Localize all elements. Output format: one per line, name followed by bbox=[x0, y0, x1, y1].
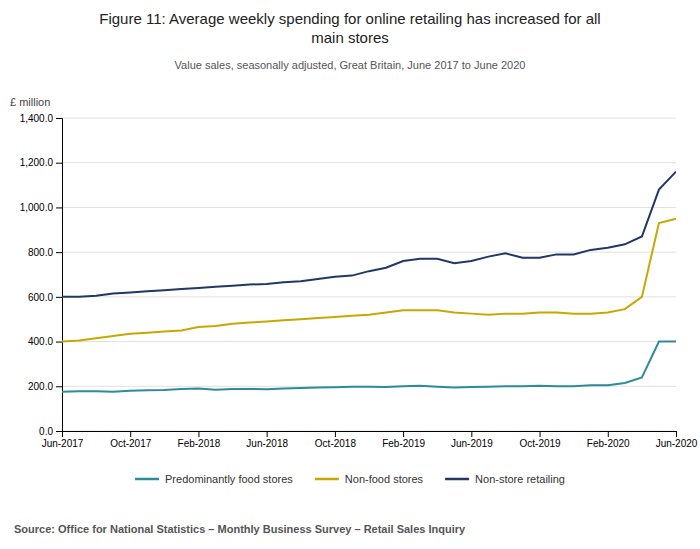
x-tick-mark bbox=[676, 431, 677, 437]
x-tick-mark bbox=[267, 431, 268, 437]
x-tick: Feb-2020 bbox=[587, 431, 630, 449]
y-tick-mark bbox=[56, 252, 62, 253]
y-tick-label: 400.0 bbox=[28, 336, 53, 347]
subtitle: Value sales, seasonally adjusted, Great … bbox=[175, 59, 526, 71]
legend-label: Non-food stores bbox=[345, 473, 424, 485]
legend-swatch bbox=[315, 478, 339, 481]
lines bbox=[62, 172, 676, 392]
x-tick-label: Feb-2019 bbox=[382, 438, 425, 449]
x-tick-mark bbox=[62, 431, 63, 437]
legend-item: Predominantly food stores bbox=[135, 473, 293, 485]
y-tick-mark bbox=[56, 163, 62, 164]
x-tick-label: Feb-2020 bbox=[587, 438, 630, 449]
x-tick-label: Jun-2018 bbox=[246, 438, 288, 449]
x-tick-mark bbox=[130, 431, 131, 437]
grid-line bbox=[62, 296, 676, 297]
y-tick-mark bbox=[56, 342, 62, 343]
series-line bbox=[62, 172, 676, 297]
x-tick-mark bbox=[198, 431, 199, 437]
y-tick-label: 200.0 bbox=[28, 381, 53, 392]
y-tick: 800.0 bbox=[28, 247, 62, 258]
grid-line bbox=[62, 118, 676, 119]
legend-label: Non-store retailing bbox=[475, 473, 565, 485]
x-tick: Jun-2020 bbox=[656, 431, 698, 449]
y-tick: 1,200.0 bbox=[20, 157, 62, 168]
x-tick: Feb-2018 bbox=[178, 431, 221, 449]
y-tick: 1,000.0 bbox=[20, 202, 62, 213]
x-tick: Oct-2017 bbox=[110, 431, 152, 449]
x-axis-line bbox=[63, 432, 677, 438]
x-tick: Jun-2017 bbox=[42, 431, 84, 449]
x-tick: Jun-2018 bbox=[246, 431, 288, 449]
x-tick-label: Oct-2019 bbox=[519, 438, 561, 449]
x-tick: Oct-2018 bbox=[315, 431, 357, 449]
y-tick-label: 800.0 bbox=[28, 247, 53, 258]
chart: Figure 11: Average weekly spending for o… bbox=[0, 0, 700, 549]
series-line bbox=[62, 342, 676, 392]
y-tick: 1,400.0 bbox=[20, 113, 62, 124]
y-tick: 200.0 bbox=[28, 381, 62, 392]
y-tick-label: 0.0 bbox=[39, 426, 53, 437]
y-tick-mark bbox=[56, 297, 62, 298]
x-tick-label: Oct-2018 bbox=[315, 438, 357, 449]
y-tick-label: 1,400.0 bbox=[20, 113, 54, 124]
x-tick-mark bbox=[608, 431, 609, 437]
x-tick-label: Feb-2018 bbox=[178, 438, 221, 449]
title: Figure 11: Average weekly spending for o… bbox=[99, 10, 600, 46]
x-tick-mark bbox=[540, 431, 541, 437]
legend-swatch bbox=[445, 478, 469, 481]
x-tick-mark bbox=[335, 431, 336, 437]
y-tick-mark bbox=[56, 118, 62, 119]
y-axis-label: £ million bbox=[10, 96, 50, 108]
y-tick-label: 600.0 bbox=[28, 292, 53, 303]
y-tick-mark bbox=[56, 386, 62, 387]
legend-item: Non-food stores bbox=[315, 473, 424, 485]
legend-item: Non-store retailing bbox=[445, 473, 565, 485]
legend-swatch bbox=[135, 478, 159, 481]
series-line bbox=[62, 219, 676, 342]
y-tick: 400.0 bbox=[28, 336, 62, 347]
y-tick-label: 1,000.0 bbox=[20, 202, 54, 213]
legend: Predominantly food stores Non-food stores… bbox=[135, 473, 565, 485]
x-tick-mark bbox=[471, 431, 472, 437]
x-tick-label: Jun-2019 bbox=[451, 438, 493, 449]
grid bbox=[62, 118, 676, 431]
y-tick-mark bbox=[56, 431, 62, 432]
grid-line bbox=[62, 162, 676, 163]
y-axis: 0.0 200.0 400.0 600.0 800.0 1,000.0 1,200.0 1,4… bbox=[20, 113, 63, 437]
y-tick-label: 1,200.0 bbox=[20, 157, 54, 168]
y-tick-mark bbox=[56, 207, 62, 208]
x-tick: Feb-2019 bbox=[382, 431, 425, 449]
x-tick-mark bbox=[403, 431, 404, 437]
source: Source: Office for National Statistics –… bbox=[14, 523, 466, 535]
x-axis: Jun-2017 Oct-2017 Feb-2018 Jun-2018 Oct-2018… bbox=[42, 431, 698, 449]
grid-line bbox=[62, 341, 676, 342]
y-tick: 0.0 bbox=[39, 426, 62, 437]
x-tick: Oct-2019 bbox=[519, 431, 561, 449]
legend-label: Predominantly food stores bbox=[165, 473, 293, 485]
x-tick: Jun-2019 bbox=[451, 431, 493, 449]
plot: £ million 0.0 200.0 400.0 600.0 800.0 1,000.0 1… bbox=[10, 96, 698, 449]
x-tick-label: Oct-2017 bbox=[110, 438, 152, 449]
x-tick-label: Jun-2020 bbox=[656, 438, 698, 449]
y-axis-line bbox=[56, 119, 63, 432]
grid-line bbox=[62, 207, 676, 208]
y-tick: 600.0 bbox=[28, 292, 62, 303]
x-tick-label: Jun-2017 bbox=[42, 438, 84, 449]
